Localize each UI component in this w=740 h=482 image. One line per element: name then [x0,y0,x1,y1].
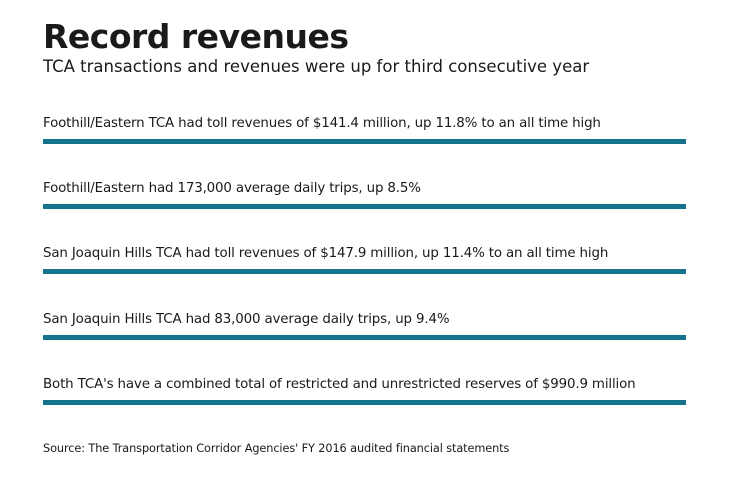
fact-text: San Joaquin Hills TCA had 83,000 average… [43,312,450,327]
fact-divider-bar [43,139,686,144]
page-title: Record revenues [43,17,349,56]
fact-text: San Joaquin Hills TCA had toll revenues … [43,246,609,261]
source-note: Source: The Transportation Corridor Agen… [43,442,510,455]
fact-item: San Joaquin Hills TCA had 83,000 average… [43,311,740,340]
page-subtitle: TCA transactions and revenues were up fo… [43,57,590,76]
fact-divider-bar [43,204,686,209]
fact-text: Foothill/Eastern had 173,000 average dai… [43,181,421,196]
fact-divider-bar [43,400,686,405]
fact-divider-bar [43,335,686,340]
fact-text: Both TCA's have a combined total of rest… [43,377,636,392]
fact-item: Both TCA's have a combined total of rest… [43,376,740,405]
fact-item: Foothill/Eastern TCA had toll revenues o… [43,115,740,144]
fact-text: Foothill/Eastern TCA had toll revenues o… [43,116,601,131]
fact-item: Foothill/Eastern had 173,000 average dai… [43,180,740,209]
fact-divider-bar [43,269,686,274]
fact-item: San Joaquin Hills TCA had toll revenues … [43,245,740,274]
